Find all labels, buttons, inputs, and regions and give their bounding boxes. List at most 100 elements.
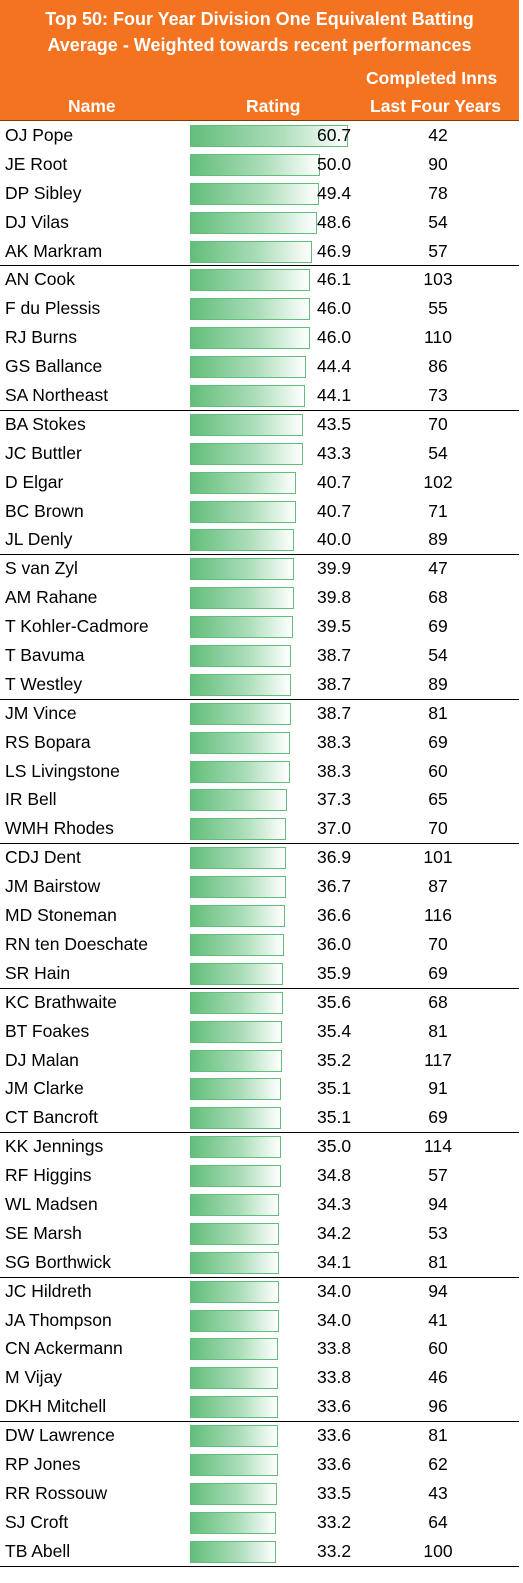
- table-row: DW Lawrence 33.6 81: [0, 1422, 519, 1451]
- innings-value: 73: [428, 385, 448, 406]
- player-name: JE Root: [5, 153, 68, 174]
- player-name: AM Rahane: [5, 587, 98, 608]
- rating-value: 35.9: [317, 962, 352, 983]
- innings-value: 69: [428, 616, 448, 637]
- innings-value: 100: [423, 1540, 453, 1561]
- rating-value: 35.0: [317, 1136, 352, 1157]
- rating-value: 40.0: [317, 529, 352, 550]
- header-name: Name: [68, 96, 116, 116]
- rating-value: 34.1: [317, 1251, 352, 1272]
- player-name: RF Higgins: [5, 1165, 92, 1186]
- rating-value: 36.6: [317, 905, 352, 926]
- rating-bar: [190, 1107, 282, 1130]
- innings-value: 90: [428, 153, 448, 174]
- rating-value: 33.5: [317, 1482, 352, 1503]
- rating-bar: [190, 991, 283, 1014]
- rating-bar: [190, 876, 286, 899]
- innings-value: 103: [423, 269, 453, 290]
- table-row: CT Bancroft 35.1 69: [0, 1104, 519, 1134]
- table-row: DJ Malan 35.2 117: [0, 1047, 519, 1076]
- table-row: JL Denly 40.0 89: [0, 526, 519, 556]
- rating-bar: [190, 125, 348, 147]
- rating-value: 39.5: [317, 616, 352, 637]
- innings-value: 53: [428, 1222, 448, 1243]
- rating-bar: [190, 1222, 279, 1245]
- rating-bar: [190, 847, 286, 870]
- innings-value: 117: [424, 1049, 452, 1070]
- innings-value: 81: [428, 1020, 448, 1041]
- player-name: DP Sibley: [5, 182, 82, 203]
- player-name: AK Markram: [5, 240, 103, 261]
- innings-value: 46: [428, 1367, 448, 1388]
- innings-value: 69: [428, 1107, 448, 1128]
- rating-value: 48.6: [317, 211, 352, 232]
- player-name: CDJ Dent: [5, 847, 81, 868]
- table-row: SR Hain 35.9 69: [0, 960, 519, 989]
- rating-value: 38.7: [317, 645, 352, 666]
- table-row: D Elgar 40.7 102: [0, 469, 519, 498]
- table-row: F du Plessis 46.0 55: [0, 295, 519, 324]
- player-name: BC Brown: [5, 500, 84, 521]
- innings-value: 43: [428, 1482, 448, 1503]
- innings-value: 47: [428, 558, 448, 579]
- rating-bar: [190, 211, 317, 234]
- rating-value: 33.6: [317, 1396, 352, 1417]
- player-name: RP Jones: [5, 1453, 81, 1474]
- table-row: AK Markram 46.9 57: [0, 238, 519, 267]
- rating-value: 36.7: [317, 876, 352, 897]
- table-row: MD Stoneman 36.6 116: [0, 902, 519, 931]
- rating-value: 35.1: [317, 1078, 352, 1099]
- innings-value: 89: [428, 529, 448, 550]
- table-row: JM Vince 38.7 81: [0, 700, 519, 729]
- player-name: WL Madsen: [5, 1193, 98, 1214]
- innings-value: 94: [428, 1193, 448, 1214]
- rating-bar: [190, 1425, 278, 1448]
- rating-bar: [190, 385, 305, 408]
- player-name: OJ Pope: [5, 125, 74, 145]
- rating-value: 36.9: [317, 847, 352, 868]
- innings-value: 81: [428, 1425, 448, 1446]
- rating-bar: [190, 645, 291, 668]
- rating-bar: [190, 356, 306, 379]
- rating-bar: [190, 269, 310, 292]
- player-name: RS Bopara: [5, 731, 91, 752]
- innings-value: 86: [428, 356, 448, 377]
- rating-bar: [190, 1136, 282, 1159]
- table-row: RP Jones 33.6 62: [0, 1451, 519, 1480]
- player-name: BA Stokes: [5, 413, 86, 434]
- rating-bar: [190, 1280, 279, 1303]
- rating-value: 60.7: [317, 125, 352, 145]
- rating-value: 35.4: [317, 1020, 352, 1041]
- rating-bar: [190, 702, 291, 725]
- player-name: D Elgar: [5, 471, 64, 492]
- table-row: WMH Rhodes 37.0 70: [0, 815, 519, 845]
- innings-value: 91: [428, 1078, 448, 1099]
- rating-bar: [190, 1020, 283, 1043]
- table-row: SA Northeast 44.1 73: [0, 382, 519, 411]
- player-name: RR Rossouw: [5, 1482, 108, 1503]
- player-name: DKH Mitchell: [5, 1396, 107, 1417]
- rating-bar: [190, 1540, 277, 1563]
- innings-value: 81: [428, 702, 448, 723]
- rating-value: 33.8: [317, 1338, 352, 1359]
- table-row: BA Stokes 43.5 70: [0, 411, 519, 440]
- table-row: RS Bopara 38.3 69: [0, 729, 519, 758]
- table-row: JC Hildreth 34.0 94: [0, 1278, 519, 1307]
- innings-value: 81: [428, 1251, 448, 1272]
- rating-value: 38.7: [317, 673, 352, 694]
- innings-value: 114: [424, 1136, 452, 1157]
- table-row: DKH Mitchell 33.6 96: [0, 1393, 519, 1423]
- rating-value: 34.8: [317, 1165, 352, 1186]
- rating-bar: [190, 731, 290, 754]
- rating-bar: [190, 240, 313, 263]
- table-row: JC Buttler 43.3 54: [0, 440, 519, 469]
- innings-value: 70: [428, 818, 448, 839]
- table-row: RJ Burns 46.0 110: [0, 324, 519, 353]
- player-name: MD Stoneman: [5, 905, 117, 926]
- innings-value: 41: [428, 1309, 448, 1330]
- rating-bar: [190, 153, 321, 176]
- rating-bar: [190, 616, 293, 639]
- player-name: T Kohler-Cadmore: [5, 616, 149, 637]
- innings-value: 102: [423, 471, 453, 492]
